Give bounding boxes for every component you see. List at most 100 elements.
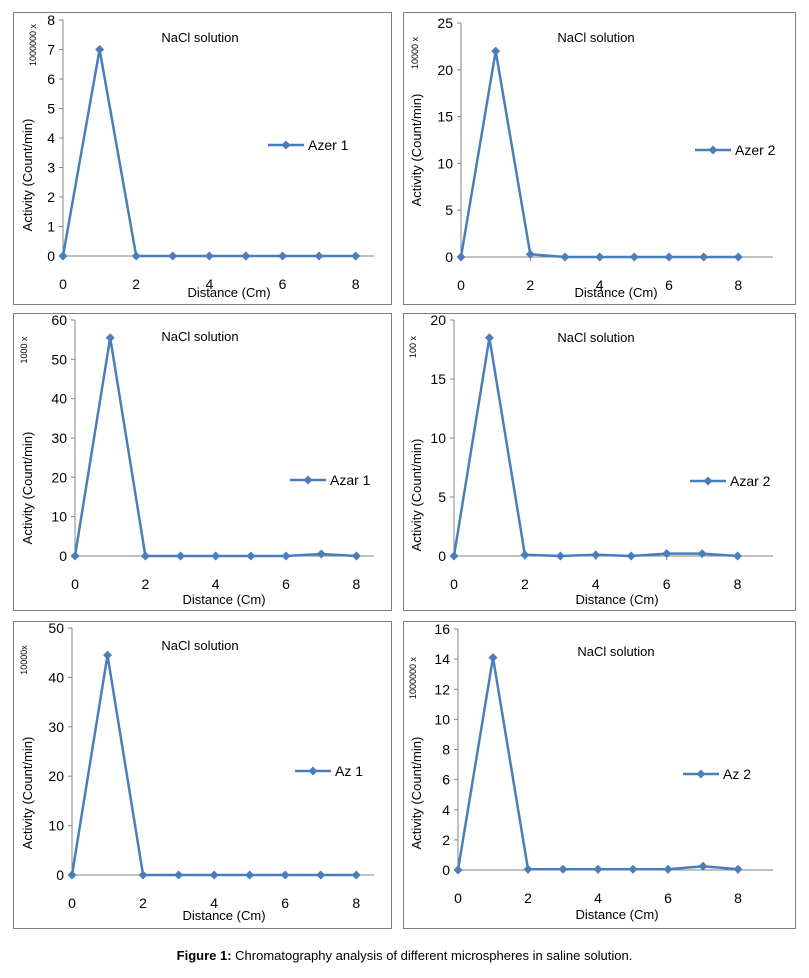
data-point — [246, 551, 256, 561]
legend-marker — [703, 476, 713, 486]
legend-label: Azar 1 — [330, 472, 371, 488]
y-tick-label: 25 — [437, 15, 453, 31]
data-point — [456, 252, 466, 262]
data-point — [628, 864, 638, 874]
x-axis-title: Distance (Cm) — [575, 907, 658, 922]
legend-marker — [696, 769, 706, 779]
chart-panel-4: 0 5 10 15 20 0 2 4 6 8 NaCl solution Azar 2 Activity… — [403, 312, 796, 611]
x-tick-label: 6 — [281, 895, 289, 911]
chart-title: NaCl solution — [557, 330, 634, 345]
chart-title: NaCl solution — [161, 30, 238, 45]
data-point — [351, 251, 361, 261]
x-tick-label: 2 — [132, 276, 140, 292]
x-tick-label: 2 — [141, 576, 149, 592]
x-tick-label: 8 — [353, 576, 361, 592]
data-point — [595, 252, 605, 262]
x-tick-label: 2 — [526, 277, 534, 293]
x-tick-label: 0 — [454, 890, 462, 906]
y-axis-title: Activity (Count/min) — [20, 119, 35, 232]
legend-marker — [308, 766, 318, 776]
y-tick-label: 20 — [48, 768, 64, 784]
chart-title: NaCl solution — [161, 329, 238, 344]
x-axis-title: Distance (Cm) — [182, 592, 265, 607]
y-axis-title: Activity (Count/min) — [409, 439, 424, 552]
chart-panel-2: 0 5 10 15 20 25 0 2 4 6 8 NaCl solution Azer 2 Activi… — [403, 12, 796, 305]
legend-label: Azer 2 — [735, 142, 776, 158]
x-tick-label: 4 — [592, 576, 600, 592]
chart-frame — [403, 313, 796, 611]
y-tick-label: 8 — [47, 12, 55, 28]
chart-title: NaCl solution — [577, 644, 654, 659]
x-tick-label: 8 — [352, 895, 360, 911]
data-point — [488, 653, 498, 663]
y-tick-label: 15 — [437, 109, 453, 125]
data-point — [58, 251, 68, 261]
data-point — [140, 551, 150, 561]
y-tick-label: 5 — [47, 101, 55, 117]
scale-multiplier-label: 1000000 x — [408, 656, 418, 699]
x-tick-label: 4 — [212, 576, 220, 592]
x-tick-label: 2 — [139, 895, 147, 911]
y-tick-label: 14 — [434, 651, 450, 667]
data-point — [664, 252, 674, 262]
y-tick-label: 0 — [438, 548, 446, 564]
y-tick-label: 8 — [442, 742, 450, 758]
y-tick-label: 0 — [47, 248, 55, 264]
data-point — [316, 549, 326, 559]
y-tick-label: 15 — [430, 371, 446, 387]
y-tick-label: 20 — [51, 469, 67, 485]
caption-text: Chromatography analysis of different mic… — [235, 948, 633, 963]
y-tick-label: 10 — [51, 509, 67, 525]
x-tick-label: 6 — [282, 576, 290, 592]
y-tick-label: 50 — [48, 620, 64, 636]
legend-label: Azar 2 — [730, 473, 771, 489]
data-point — [591, 550, 601, 560]
y-axis-title: Activity (Count/min) — [20, 737, 35, 850]
x-tick-label: 4 — [205, 276, 213, 292]
data-point — [733, 252, 743, 262]
legend-label: Az 2 — [723, 766, 751, 782]
y-tick-label: 0 — [56, 867, 64, 883]
chart-panel-6: 0 2 4 6 8 10 12 14 16 0 2 4 6 8 NaCl solution Az 2 Activ… — [403, 621, 796, 929]
y-tick-label: 0 — [445, 249, 453, 265]
chart-panel-3: 0 10 20 30 40 50 60 0 2 4 6 8 NaCl solution Azar 1 Act… — [13, 312, 392, 611]
chart-panel-1: 0 1 2 3 4 5 6 7 8 0 2 4 6 8 NaCl solution Azer 1 Activit… — [13, 12, 392, 305]
data-point — [316, 870, 326, 880]
data-point — [67, 870, 77, 880]
x-tick-label: 0 — [450, 576, 458, 592]
data-point — [663, 864, 673, 874]
x-tick-label: 0 — [457, 277, 465, 293]
legend-marker — [281, 140, 291, 150]
data-point — [523, 864, 533, 874]
x-tick-label: 4 — [596, 277, 604, 293]
x-tick-label: 0 — [71, 576, 79, 592]
data-point — [278, 251, 288, 261]
data-point — [70, 551, 80, 561]
x-tick-label: 8 — [734, 890, 742, 906]
scale-multiplier-label: 1000 x — [19, 336, 29, 364]
data-point — [525, 249, 535, 259]
y-axis-title: Activity (Count/min) — [20, 432, 35, 545]
y-tick-label: 12 — [434, 681, 450, 697]
data-point — [176, 551, 186, 561]
y-tick-label: 4 — [442, 802, 450, 818]
chart-title: NaCl solution — [161, 638, 238, 653]
data-point — [280, 870, 290, 880]
x-tick-label: 0 — [59, 276, 67, 292]
y-tick-label: 5 — [438, 489, 446, 505]
x-tick-label: 8 — [734, 277, 742, 293]
legend-marker — [303, 475, 313, 485]
x-tick-label: 6 — [663, 576, 671, 592]
data-point — [733, 551, 743, 561]
data-point — [209, 870, 219, 880]
data-point — [131, 251, 141, 261]
data-point — [560, 252, 570, 262]
data-point — [593, 864, 603, 874]
data-point — [95, 45, 105, 54]
y-tick-label: 2 — [442, 832, 450, 848]
x-tick-label: 4 — [594, 890, 602, 906]
data-point — [281, 551, 291, 561]
caption-label: Figure 1: — [176, 948, 232, 963]
x-tick-label: 6 — [664, 890, 672, 906]
